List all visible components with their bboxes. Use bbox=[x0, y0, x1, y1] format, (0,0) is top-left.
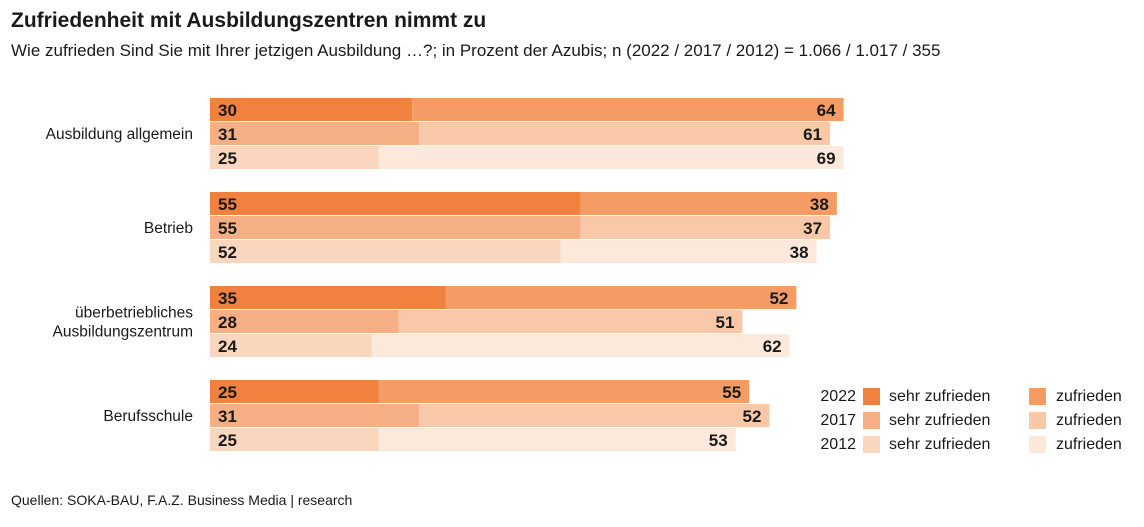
data-label-sehr-zufrieden: 30 bbox=[218, 101, 237, 120]
bar-zufrieden-2012 bbox=[560, 240, 817, 263]
data-label-sehr-zufrieden: 24 bbox=[218, 337, 237, 356]
data-label-zufrieden: 51 bbox=[716, 313, 735, 332]
chart-title: Zufriedenheit mit Ausbildungszentren nim… bbox=[11, 9, 487, 32]
bar-zufrieden-2012 bbox=[371, 334, 790, 357]
legend-year: 2017 bbox=[820, 412, 856, 429]
legend-swatch-sehr-zufrieden bbox=[863, 436, 880, 453]
data-label-sehr-zufrieden: 25 bbox=[218, 431, 237, 450]
legend-swatch-sehr-zufrieden bbox=[863, 388, 880, 405]
data-label-zufrieden: 64 bbox=[817, 101, 836, 120]
data-label-sehr-zufrieden: 55 bbox=[218, 195, 237, 214]
data-label-sehr-zufrieden: 25 bbox=[218, 383, 237, 402]
bar-zufrieden-2017 bbox=[398, 310, 743, 333]
category-label: überbetriebliches bbox=[75, 305, 193, 322]
bar-zufrieden-2017 bbox=[418, 122, 831, 145]
data-label-sehr-zufrieden: 28 bbox=[218, 313, 237, 332]
legend-label-sehr-zufrieden: sehr zufrieden bbox=[889, 436, 990, 453]
category-label: Ausbildung allgemein bbox=[46, 126, 193, 143]
legend-label-zufrieden: zufrieden bbox=[1056, 436, 1122, 453]
data-label-zufrieden: 61 bbox=[803, 125, 822, 144]
legend-label-zufrieden: zufrieden bbox=[1056, 412, 1122, 429]
bar-zufrieden-2022 bbox=[580, 192, 837, 215]
bar-zufrieden-2017 bbox=[418, 404, 770, 427]
data-label-zufrieden: 52 bbox=[742, 407, 761, 426]
bar-sehr-zufrieden-2022 bbox=[210, 286, 446, 309]
bar-sehr-zufrieden-2012 bbox=[210, 428, 379, 451]
data-label-sehr-zufrieden: 31 bbox=[218, 407, 237, 426]
bar-sehr-zufrieden-2012 bbox=[210, 334, 372, 357]
legend-year: 2022 bbox=[820, 388, 856, 405]
category-label: Berufsschule bbox=[103, 408, 193, 425]
legend-year: 2012 bbox=[820, 436, 856, 453]
bar-sehr-zufrieden-2017 bbox=[210, 310, 399, 333]
bar-zufrieden-2022 bbox=[412, 98, 844, 121]
legend-swatch-sehr-zufrieden bbox=[863, 412, 880, 429]
bar-sehr-zufrieden-2017 bbox=[210, 122, 419, 145]
category-label: Ausbildungszentrum bbox=[53, 324, 193, 341]
bar-sehr-zufrieden-2022 bbox=[210, 380, 379, 403]
legend-swatch-zufrieden bbox=[1029, 412, 1046, 429]
bar-sehr-zufrieden-2022 bbox=[210, 98, 413, 121]
bar-sehr-zufrieden-2012 bbox=[210, 146, 379, 169]
legend-label-sehr-zufrieden: sehr zufrieden bbox=[889, 412, 990, 429]
data-label-zufrieden: 62 bbox=[763, 337, 782, 356]
bar-zufrieden-2017 bbox=[580, 216, 831, 239]
bar-zufrieden-2012 bbox=[378, 428, 736, 451]
data-label-zufrieden: 53 bbox=[709, 431, 728, 450]
legend-swatch-zufrieden bbox=[1029, 388, 1046, 405]
data-label-sehr-zufrieden: 25 bbox=[218, 149, 237, 168]
data-label-sehr-zufrieden: 52 bbox=[218, 243, 237, 262]
bar-zufrieden-2022 bbox=[445, 286, 797, 309]
data-label-sehr-zufrieden: 35 bbox=[218, 289, 237, 308]
bar-sehr-zufrieden-2017 bbox=[210, 216, 581, 239]
category-label: Betrieb bbox=[144, 220, 193, 237]
legend-label-sehr-zufrieden: sehr zufrieden bbox=[889, 388, 990, 405]
data-label-zufrieden: 55 bbox=[722, 383, 741, 402]
chart-subtitle: Wie zufrieden Sind Sie mit Ihrer jetzige… bbox=[11, 41, 941, 60]
bar-zufrieden-2022 bbox=[378, 380, 750, 403]
data-label-sehr-zufrieden: 31 bbox=[218, 125, 237, 144]
bar-zufrieden-2012 bbox=[378, 146, 844, 169]
data-label-zufrieden: 52 bbox=[769, 289, 788, 308]
legend-label-zufrieden: zufrieden bbox=[1056, 388, 1122, 405]
data-label-zufrieden: 38 bbox=[790, 243, 809, 262]
data-label-zufrieden: 38 bbox=[810, 195, 829, 214]
data-label-zufrieden: 37 bbox=[803, 219, 822, 238]
data-label-zufrieden: 69 bbox=[817, 149, 836, 168]
bar-sehr-zufrieden-2022 bbox=[210, 192, 581, 215]
legend-swatch-zufrieden bbox=[1029, 436, 1046, 453]
data-label-sehr-zufrieden: 55 bbox=[218, 219, 237, 238]
bar-sehr-zufrieden-2017 bbox=[210, 404, 419, 427]
bar-sehr-zufrieden-2012 bbox=[210, 240, 561, 263]
source-note: Quellen: SOKA-BAU, F.A.Z. Business Media… bbox=[11, 492, 353, 508]
